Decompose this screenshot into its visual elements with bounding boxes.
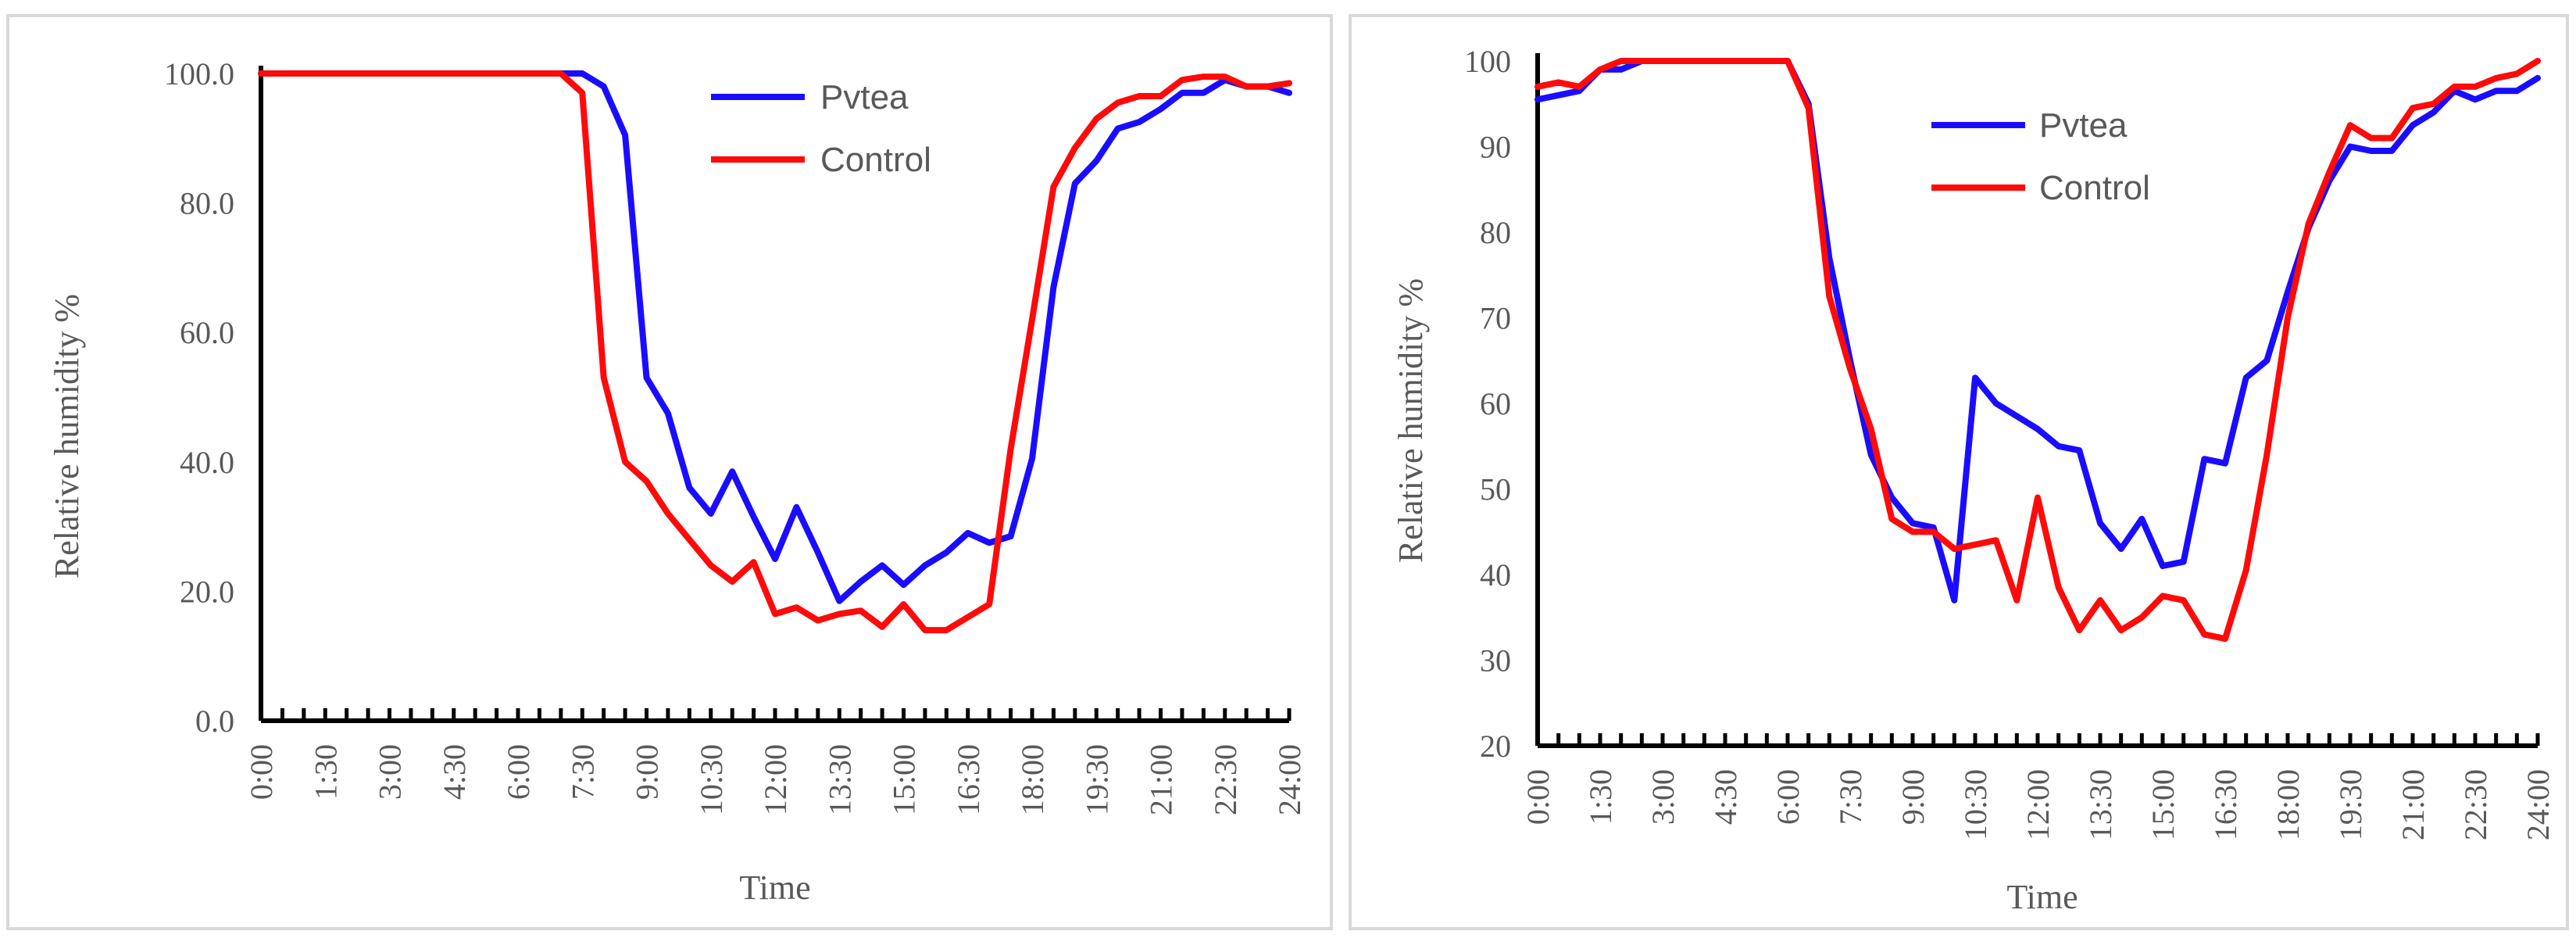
x-axis-title: Time (2006, 878, 2078, 916)
legend-label-pvtea: Pvtea (2039, 106, 2128, 145)
legend-label-control: Control (820, 141, 931, 179)
y-tick-label: 60.0 (180, 315, 234, 350)
x-tick-label: 4:30 (1708, 769, 1743, 825)
y-tick-label: 90 (1480, 130, 1511, 165)
x-tick-label: 15:00 (887, 744, 922, 815)
x-tick-label: 12:00 (758, 744, 793, 815)
series-line-pvtea (258, 70, 1292, 604)
x-tick-label: 19:30 (1079, 744, 1114, 815)
x-tick-label: 18:00 (1015, 744, 1050, 815)
x-tick-label: 6:00 (501, 744, 536, 800)
y-tick-label: 0.0 (195, 704, 234, 739)
y-axis-title: Relative humidity % (48, 294, 86, 578)
x-tick-label: 0:00 (244, 744, 279, 800)
series-line-pvtea (1535, 58, 2541, 603)
x-tick-label: 24:00 (2521, 769, 2556, 840)
x-tick-label: 22:30 (1208, 744, 1243, 815)
y-tick-label: 20 (1480, 729, 1511, 764)
legend-label-control: Control (2039, 169, 2150, 207)
x-tick-label: 19:30 (2333, 769, 2368, 840)
x-tick-label: 15:00 (2145, 769, 2181, 840)
x-tick-label: 22:30 (2458, 769, 2493, 840)
x-tick-label: 3:00 (373, 744, 408, 800)
x-tick-label: 9:00 (630, 744, 665, 800)
left-chart-panel: 0.0 20.0 40.0 60.0 80.0 100.0 0:00 1:30 3:00 4:30… (6, 14, 1333, 930)
x-tick-label: 18:00 (2271, 769, 2306, 840)
x-tick-label: 16:30 (951, 744, 986, 815)
y-tick-label: 80 (1480, 215, 1511, 250)
y-tick-label: 100 (1464, 44, 1511, 79)
y-tick-label: 40.0 (180, 445, 234, 480)
y-axis-title: Relative humidity % (1392, 278, 1430, 563)
x-tick-label: 24:00 (1272, 744, 1307, 815)
x-tick-label: 7:30 (1833, 769, 1868, 825)
y-tick-label: 40 (1480, 557, 1511, 593)
right-chart: 20 30 40 50 60 70 80 90 100 0:00 1:30 3:00 4:30 6:00 7… (1392, 44, 2556, 916)
x-tick-label: 7:30 (565, 744, 600, 800)
x-tick-label: 13:30 (822, 744, 857, 815)
y-tick-label: 70 (1480, 301, 1511, 336)
x-tick-label: 4:30 (437, 744, 472, 800)
y-tick-label: 60 (1480, 386, 1511, 421)
x-tick-label: 0:00 (1520, 769, 1556, 825)
y-tick-label: 50 (1480, 472, 1511, 507)
x-axis-title: Time (739, 868, 810, 907)
x-tick-label: 6:00 (1770, 769, 1806, 825)
series-line-control (258, 70, 1292, 634)
x-tick-label: 10:30 (694, 744, 729, 815)
left-chart: 0.0 20.0 40.0 60.0 80.0 100.0 0:00 1:30 3:00 4:30… (48, 56, 1307, 907)
series-line-control (1535, 58, 2541, 643)
legend-label-pvtea: Pvtea (820, 78, 909, 116)
x-tick-label: 1:30 (308, 744, 343, 800)
x-tick-label: 16:30 (2208, 769, 2243, 840)
x-tick-label: 21:00 (1144, 744, 1179, 815)
x-tick-label: 10:30 (1958, 769, 1993, 840)
y-tick-label: 100.0 (164, 56, 234, 91)
x-tick-label: 1:30 (1583, 769, 1618, 825)
right-chart-panel: 20 30 40 50 60 70 80 90 100 0:00 1:30 3:00 4:30 6:00 7… (1349, 14, 2569, 930)
x-tick-label: 9:00 (1895, 769, 1931, 825)
x-tick-label: 12:00 (2020, 769, 2056, 840)
x-tick-label: 3:00 (1645, 769, 1681, 825)
y-tick-label: 20.0 (180, 574, 234, 609)
x-tick-label: 13:30 (2083, 769, 2118, 840)
y-tick-label: 30 (1480, 643, 1511, 679)
x-tick-label: 21:00 (2396, 769, 2431, 840)
y-tick-label: 80.0 (180, 186, 234, 221)
